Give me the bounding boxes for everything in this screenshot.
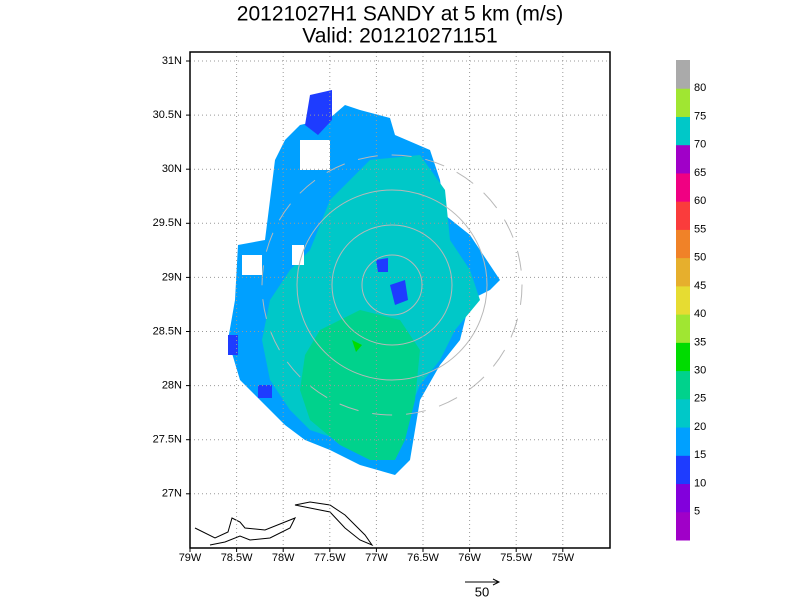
vector-scale-label: 50: [475, 584, 489, 599]
colorbar-label: 80: [694, 82, 706, 94]
colorbar-segment: [676, 455, 690, 485]
colorbar-label: 10: [694, 477, 706, 489]
y-tick-label: 27.5N: [153, 434, 182, 446]
subtitle: Valid: 201210271151: [302, 25, 497, 48]
no-data: [292, 245, 304, 265]
colorbar-segment: [676, 285, 690, 315]
colorbar-segment: [676, 201, 690, 230]
colorbar-segment: [676, 398, 690, 428]
x-tick-label: 75W: [551, 552, 574, 564]
vector-swirl: [296, 189, 488, 381]
y-tick-label: 31N: [162, 55, 182, 67]
wind-region-15: [305, 90, 332, 135]
vector-swirl: [261, 154, 523, 416]
colorbar-segment: [676, 314, 690, 343]
x-tick-label: 78W: [272, 552, 295, 564]
colorbar-label: 60: [694, 195, 706, 207]
vector-scale-arrowhead: [492, 578, 501, 586]
colorbar-segment: [676, 483, 690, 513]
y-tick-label: 28N: [162, 380, 182, 392]
y-tick-label: 27N: [162, 488, 182, 500]
colorbar-label: 15: [694, 449, 706, 461]
coast: [194, 517, 297, 546]
coast: [294, 501, 374, 547]
wind-region-30: [300, 310, 420, 460]
title: 20121027H1 SANDY at 5 km (m/s): [237, 3, 563, 26]
colorbar-segment: [676, 172, 690, 202]
colorbar-label: 55: [694, 223, 706, 235]
y-tick-label: 28.5N: [153, 325, 182, 337]
colorbar-segment: [676, 342, 690, 372]
colorbar-label: 35: [694, 336, 706, 348]
coastline: [194, 501, 374, 547]
x-tick-label: 78.5W: [221, 552, 253, 564]
wind-region-15: [258, 385, 272, 398]
no-data: [242, 255, 262, 275]
colorbar-label: 40: [694, 308, 706, 320]
x-tick-label: 79W: [179, 552, 202, 564]
y-tick-label: 30.5N: [153, 109, 182, 121]
colorbar-segment: [676, 88, 690, 117]
colorbar: 5 10 15 20 25 30 35 40 45 50 55 60 65 70 75 80: [676, 60, 706, 541]
colorbar-segment: [676, 370, 690, 400]
y-tick-label: 29.5N: [153, 217, 182, 229]
colorbar-label: 30: [694, 364, 706, 376]
vector-swirl: [361, 254, 423, 316]
wind-vectors: [261, 154, 523, 416]
x-tick-label: 77.5W: [314, 552, 346, 564]
colorbar-label: 70: [694, 139, 706, 151]
x-tick-label: 76.5W: [407, 552, 439, 564]
x-tick-label: 77W: [365, 552, 388, 564]
colorbar-label: 50: [694, 252, 706, 264]
colorbar-segment: [676, 427, 690, 456]
wind-field: [228, 90, 523, 475]
colorbar-segment: [676, 257, 690, 287]
plot-frame: [189, 51, 611, 549]
y-tick-label: 29N: [162, 271, 182, 283]
x-tick-label: 76W: [458, 552, 481, 564]
colorbar-segment: [676, 116, 690, 146]
wind-region-15: [376, 258, 388, 272]
vector-swirl: [331, 224, 453, 346]
colorbar-segment: [676, 229, 690, 259]
no-data: [300, 140, 330, 170]
colorbar-label: 5: [694, 506, 700, 518]
colorbar-segment: [676, 60, 690, 89]
colorbar-label: 75: [694, 110, 706, 122]
colorbar-segment: [676, 511, 690, 541]
colorbar-label: 25: [694, 393, 706, 405]
wind-region-15: [390, 280, 408, 305]
colorbar-segment: [676, 144, 690, 174]
colorbar-label: 20: [694, 421, 706, 433]
colorbar-label: 45: [694, 280, 706, 292]
wind-region-15: [228, 335, 238, 355]
colorbar-label: 65: [694, 167, 706, 179]
grid: [186, 52, 610, 552]
y-tick-label: 30N: [162, 163, 182, 175]
wind-region-35: [352, 340, 362, 352]
x-tick-label: 75.5W: [500, 552, 532, 564]
